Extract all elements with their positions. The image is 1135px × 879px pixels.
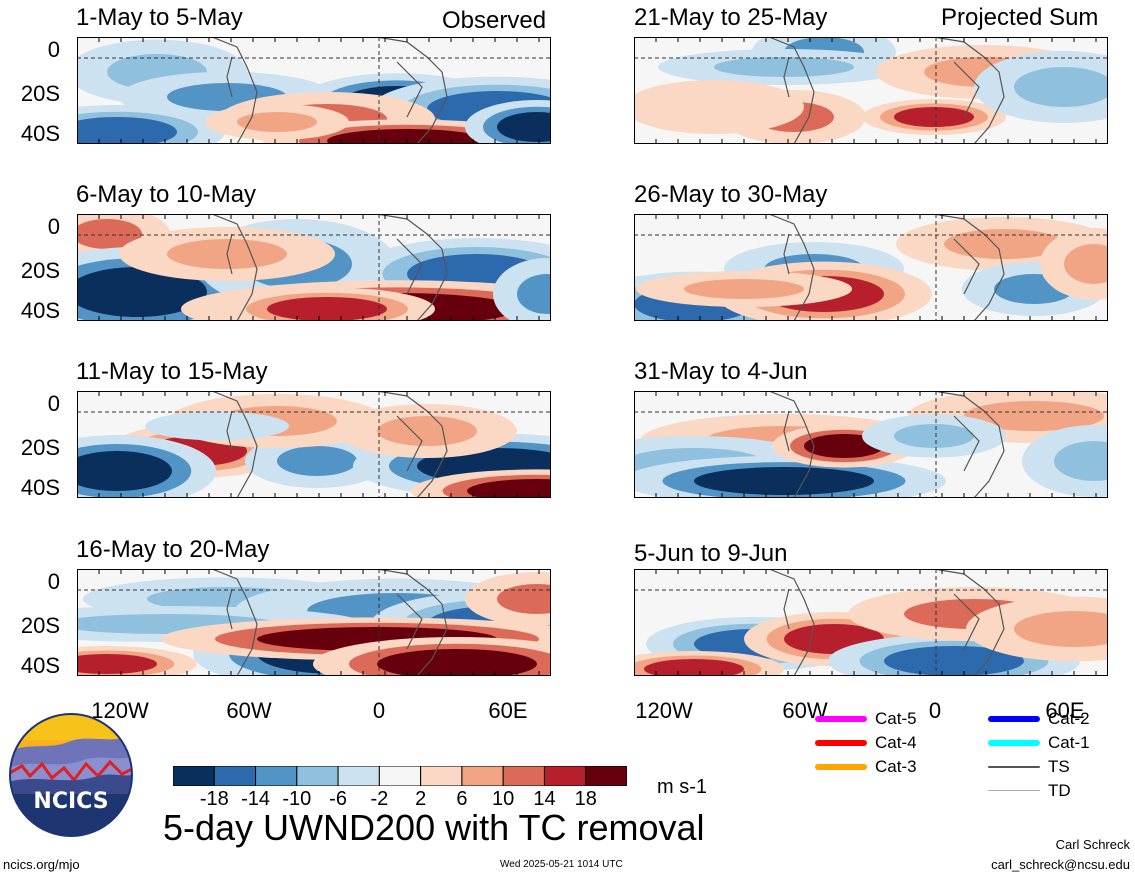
- legend-label: TD: [1048, 781, 1071, 800]
- panel-title: 26-May to 30-May: [634, 181, 828, 208]
- legend-label: TS: [1048, 757, 1070, 776]
- footer-author: Carl Schreck: [1055, 837, 1130, 852]
- y-tick-label: 0: [47, 569, 60, 594]
- colorbar-tick-label: -6: [329, 788, 347, 810]
- colorbar-tick-label: 14: [533, 788, 556, 810]
- map-panel: [634, 391, 1108, 498]
- colorbar-tick-label: -18: [199, 788, 229, 810]
- map-panel: [634, 214, 1108, 321]
- colorbar-tick-label: 18: [574, 788, 597, 810]
- colorbar-swatch: [461, 766, 504, 786]
- legend-swatch: [988, 790, 1040, 791]
- x-tick-label: 120W: [635, 698, 693, 723]
- y-tick-label: 40S: [20, 475, 60, 500]
- colorbar-tick-label: -14: [241, 788, 270, 810]
- x-tick-label: 60E: [1045, 698, 1085, 723]
- y-tick-label: 40S: [20, 121, 60, 146]
- ncics-logo[interactable]: [8, 712, 134, 838]
- y-tick-label: 40S: [20, 653, 60, 678]
- colorbar-tick-label: -10: [282, 788, 312, 810]
- y-tick-label: 20S: [20, 258, 60, 283]
- colorbar-swatch: [543, 766, 587, 786]
- colorbar-swatch: [502, 766, 545, 786]
- colorbar-swatch: [173, 766, 215, 786]
- panel-title: 1-May to 5-May: [76, 4, 243, 31]
- legend-swatch: [815, 740, 867, 746]
- footer-url[interactable]: ncics.org/mjo: [3, 857, 80, 872]
- legend-swatch: [988, 766, 1040, 768]
- legend-label: Cat-5: [875, 709, 917, 728]
- legend-label: Cat-3: [875, 757, 917, 776]
- legend-swatch: [815, 764, 867, 770]
- x-tick-label: 60W: [226, 698, 272, 723]
- colorbar-swatch: [420, 766, 463, 786]
- y-tick-label: 20S: [20, 435, 60, 460]
- map-panel: [634, 37, 1108, 144]
- colorbar-tick-label: 2: [415, 788, 427, 810]
- y-tick-label: 0: [47, 391, 60, 416]
- map-panel: [77, 37, 551, 144]
- x-tick-label: 0: [372, 698, 386, 723]
- legend-swatch: [988, 716, 1040, 722]
- main-title: 5-day UWND200 with TC removal: [163, 807, 705, 848]
- legend-label: Cat-4: [875, 733, 917, 752]
- colorbar-swatch: [337, 766, 380, 786]
- colorbar-tick-label: -2: [370, 788, 389, 810]
- colorbar: [173, 766, 627, 786]
- projected-sum-label: Projected Sum: [941, 4, 1099, 31]
- map-panel: [77, 391, 551, 498]
- map-panel: [634, 569, 1108, 676]
- legend-swatch: [815, 716, 867, 722]
- map-panel: [77, 569, 551, 676]
- y-tick-label: 20S: [20, 613, 60, 638]
- colorbar-swatch: [378, 766, 422, 786]
- panel-title: 6-May to 10-May: [76, 181, 257, 208]
- x-tick-label: 60E: [488, 698, 528, 723]
- legend-swatch: [988, 740, 1040, 746]
- y-tick-label: 0: [47, 37, 60, 62]
- colorbar-swatch: [213, 766, 257, 786]
- legend-label: Cat-2: [1048, 709, 1090, 728]
- x-tick-label: 0: [928, 698, 942, 723]
- logo-text: NCICS: [33, 789, 109, 814]
- footer-email[interactable]: carl_schreck@ncsu.edu: [991, 857, 1130, 872]
- x-tick-label: 120W: [91, 698, 149, 723]
- footer-timestamp: Wed 2025-05-21 1014 UTC: [500, 859, 623, 870]
- legend-label: Cat-1: [1048, 733, 1090, 752]
- y-tick-label: 0: [47, 214, 60, 239]
- colorbar-swatch: [296, 766, 339, 786]
- observed-label: Observed: [442, 7, 547, 34]
- panel-title: 5-Jun to 9-Jun: [634, 540, 788, 567]
- panel-title: 16-May to 20-May: [76, 536, 270, 563]
- colorbar-swatch: [255, 766, 298, 786]
- colorbar-units: m s-1: [657, 776, 707, 798]
- colorbar-swatch: [585, 766, 627, 786]
- colorbar-tick-label: 6: [456, 788, 468, 810]
- colorbar-tick-label: 10: [492, 788, 515, 810]
- y-tick-label: 20S: [20, 81, 60, 106]
- y-tick-label: 40S: [20, 298, 60, 323]
- map-panel: [77, 214, 551, 321]
- panel-title: 11-May to 15-May: [76, 358, 268, 385]
- panel-title: 31-May to 4-Jun: [634, 358, 808, 385]
- panel-title: 21-May to 25-May: [634, 4, 828, 31]
